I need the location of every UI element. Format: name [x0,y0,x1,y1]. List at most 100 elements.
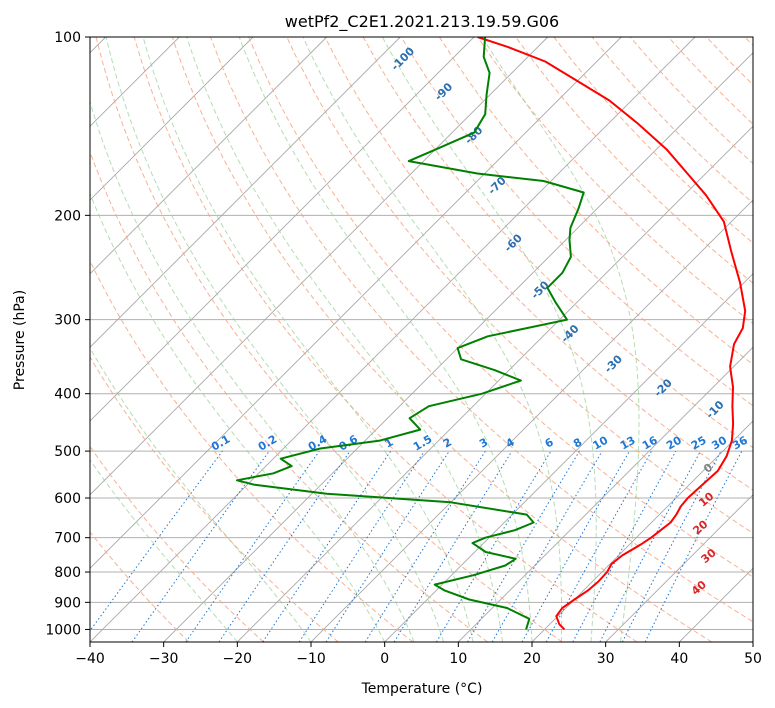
mixing-ratio-label: 6 [543,435,556,450]
y-tick-label: 700 [54,531,81,547]
moist-adiabat-label: -10 [703,398,726,421]
dry-adiabat-line [553,37,753,244]
moist-adiabat-line [105,37,445,642]
dry-adiabat-line [438,37,753,366]
isotherm-line [605,494,753,642]
y-tick-label: 200 [54,208,81,224]
isotherm-line [384,273,753,642]
mixing-ratio-label: 16 [640,433,660,452]
dry-adiabat-line [324,37,753,491]
isotherm-gridlines [90,37,753,642]
dry-adiabat-line [95,37,563,642]
isotherm-line [90,37,475,422]
mixing-ratio-line [185,450,320,642]
moist-adiabats [90,37,640,642]
moist-adiabat-line [481,37,640,642]
mixing-ratio-line [644,450,743,642]
moist-adiabat-line [90,459,238,642]
moist-adiabat-line [142,37,474,642]
moist-adiabat-label: -20 [652,376,675,399]
isotherm-line [678,567,753,642]
isotherm-line [90,37,328,275]
moist-adiabat-label: -90 [432,80,455,103]
moist-adiabat-line [186,37,503,642]
profile-series [236,37,747,631]
isotherm-line [90,37,549,496]
mixing-ratio-line [572,450,677,642]
mixing-ratio-label: 0.2 [256,433,279,454]
x-tick-label: 50 [744,651,762,667]
mixing-ratio-label: 3 [477,436,490,451]
moist-adiabat-line [381,37,597,642]
plot-area: 0.1 0.2 0.4 0.6 1 1.5 2 3 4 6 8 10 13 16 20 25 30 36 -100… [90,37,753,642]
isotherm-line [90,37,254,201]
y-tick-label: 800 [54,565,81,581]
dry-adiabat-line [400,37,753,407]
dry-adiabat-line [668,37,753,125]
dry-adiabat-line [90,150,488,642]
mixing-ratio-line [467,450,580,642]
dry-adiabat-line [171,37,712,642]
moist-adiabat-line [90,347,312,642]
mixing-ratio-line [599,450,701,642]
y-tick-label: 500 [54,444,81,460]
dry-adiabat-line [591,37,753,204]
y-tick-label: 600 [54,491,81,507]
x-tick-label: 30 [597,651,615,667]
mixing-ratio-line [90,450,223,632]
dry-adiabat-line [248,37,753,578]
x-axis-label: Temperature (°C) [361,681,483,697]
mixing-ratio-label: 13 [618,434,638,453]
temperature-profile-line [477,37,747,631]
mixing-ratio-line [521,450,630,642]
isotherm-line [236,125,753,642]
mixing-ratio-line [545,450,653,642]
mixing-ratio-label: 20 [664,433,684,452]
x-tick-label: −30 [149,651,179,667]
x-tick-label: 0 [380,651,389,667]
isotherm-line [163,52,753,642]
isotherm-line [531,420,753,642]
dry-adiabat-line [90,445,264,642]
isotherm-line [457,346,753,642]
mixing-ratio-label: 10 [590,433,610,452]
y-tick-label: 300 [54,313,81,329]
mixing-ratio-line [393,450,513,642]
isotherm-line [90,37,696,642]
chart-title: wetPf2_C2E1.2021.213.19.59.G06 [285,12,559,32]
mixing-ratio-line [298,450,425,642]
moist-adiabat-line [90,99,415,642]
mixing-ratio-label: 25 [689,434,709,453]
dry-adiabats [90,37,753,642]
dry-adiabat-line [90,356,339,642]
y-axis-ticks: 1000 900 800 700 600 500 400 300 200 100 [45,30,90,638]
x-tick-label: 20 [523,651,541,667]
moist-adiabat-line [238,37,533,642]
y-tick-label: 100 [54,30,81,46]
mixing-ratio-label: 1.5 [411,433,434,454]
y-tick-label: 1000 [45,622,81,638]
moist-adiabat-line [90,192,386,642]
dry-adiabat-line [90,259,414,642]
mixing-ratio-label: 0.1 [209,433,232,454]
mixing-ratio-label: 30 [709,433,729,452]
isobar-gridlines [90,37,753,630]
dry-adiabat-label: 30 [699,546,719,566]
y-tick-label: 900 [54,595,81,611]
dry-adiabat-line [90,531,190,642]
dry-adiabat-line [210,37,753,623]
dry-adiabat-line [515,37,753,284]
mixing-ratio-line [218,450,351,642]
isotherm-line [90,37,401,348]
x-tick-label: −20 [223,651,253,667]
y-tick-label: 400 [54,387,81,403]
moist-adiabat-label: -100 [388,44,417,73]
dry-adiabat-label: 40 [689,578,709,598]
isotherm-line [752,641,753,642]
x-tick-label: −40 [75,651,105,667]
moist-adiabat-label: -30 [602,352,625,375]
dry-adiabat-line [744,37,753,47]
dewpoint-profile-line [236,37,585,630]
x-axis-ticks: −40 −30 −20 −10 0 10 20 30 40 50 [75,642,762,667]
plot-frame [89,36,754,643]
